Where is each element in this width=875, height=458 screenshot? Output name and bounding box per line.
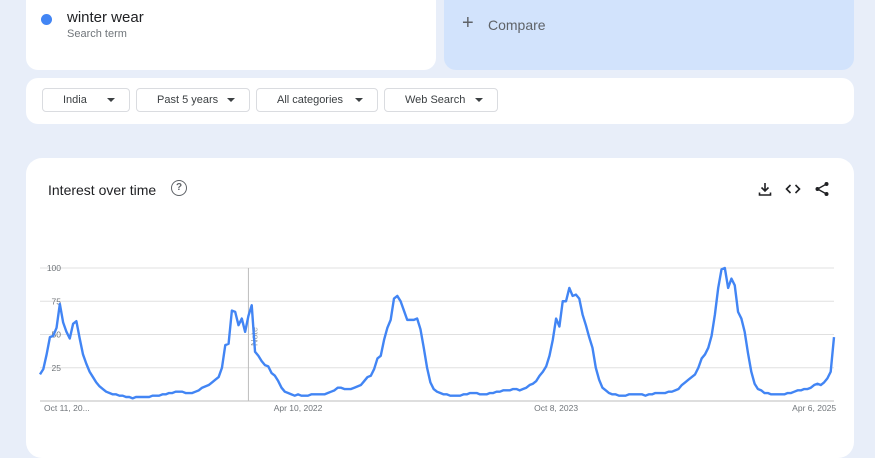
chevron-down-icon xyxy=(107,98,115,102)
x-tick-label: Oct 8, 2023 xyxy=(534,403,578,413)
y-tick-label: 100 xyxy=(47,263,61,273)
code-icon[interactable] xyxy=(784,180,802,198)
help-circle-icon[interactable]: ? xyxy=(171,180,187,196)
filter-bar: India Past 5 years All categories Web Se… xyxy=(26,78,854,124)
x-tick-label: Oct 11, 20... xyxy=(44,403,90,413)
download-icon[interactable] xyxy=(756,180,774,198)
compare-label: Compare xyxy=(488,17,546,33)
region-filter-label: India xyxy=(63,94,87,106)
series-color-dot xyxy=(41,14,52,25)
interest-over-time-card: Interest over time ? 25 50 75 100 Oct 11, 20… xyxy=(26,158,854,458)
series-line-winter-wear[interactable] xyxy=(38,266,836,400)
property-filter[interactable]: Web Search xyxy=(384,88,498,112)
chart-axes: 25 50 75 100 Oct 11, 20... Apr 10, 2022 Oct 8,… xyxy=(40,263,836,413)
plus-icon: + xyxy=(462,12,474,34)
y-tick-label: 75 xyxy=(52,296,62,306)
chart-title: Interest over time xyxy=(48,182,157,198)
x-tick-label: Apr 6, 2025 xyxy=(792,403,836,413)
share-icon[interactable] xyxy=(813,180,831,198)
interest-line-chart: 25 50 75 100 Oct 11, 20... Apr 10, 2022 Oct 8,… xyxy=(38,263,836,413)
region-filter[interactable]: India xyxy=(42,88,130,112)
y-tick-label: 25 xyxy=(52,363,62,373)
chevron-down-icon xyxy=(475,98,483,102)
category-filter-label: All categories xyxy=(277,94,344,106)
search-term-card[interactable]: winter wear Search term xyxy=(26,0,436,70)
time-filter[interactable]: Past 5 years xyxy=(136,88,250,112)
category-filter[interactable]: All categories xyxy=(256,88,378,112)
search-term-name[interactable]: winter wear xyxy=(67,9,144,26)
chart-series[interactable] xyxy=(38,266,836,400)
search-term-subtitle: Search term xyxy=(67,28,127,40)
y-tick-label: 50 xyxy=(52,330,62,340)
time-filter-label: Past 5 years xyxy=(157,94,219,106)
chevron-down-icon xyxy=(355,98,363,102)
property-filter-label: Web Search xyxy=(405,94,466,106)
x-tick-label: Apr 10, 2022 xyxy=(274,403,323,413)
compare-button[interactable]: + Compare xyxy=(444,0,854,70)
chevron-down-icon xyxy=(227,98,235,102)
chart-grid xyxy=(40,267,834,369)
